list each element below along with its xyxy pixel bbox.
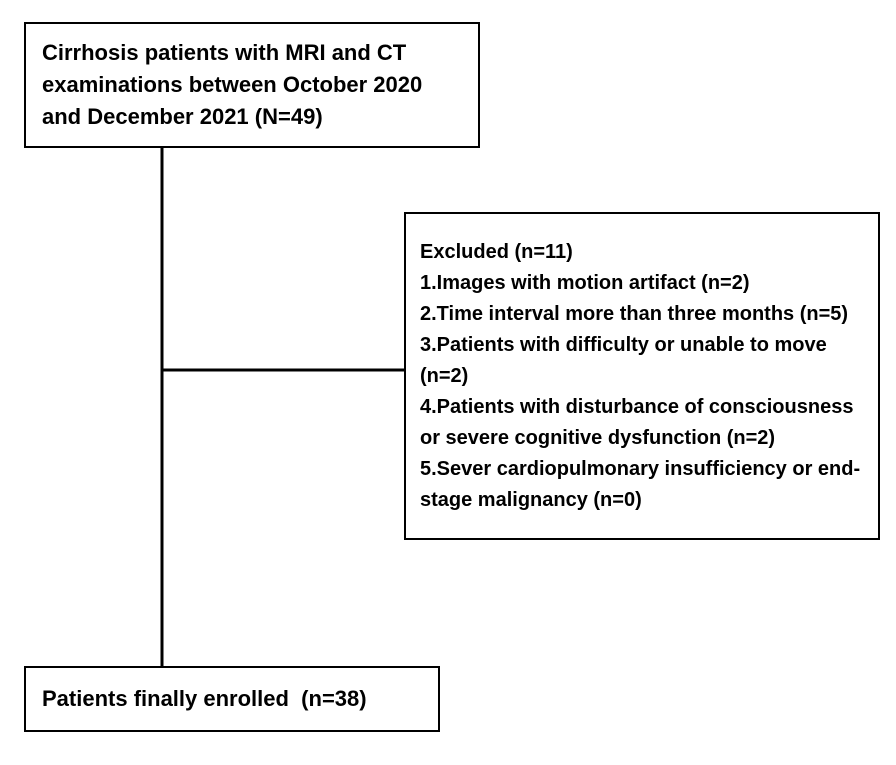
flowchart-canvas: Cirrhosis patients with MRI and CT exami…: [0, 0, 896, 765]
node-excluded-line7: or severe cognitive dysfunction (n=2): [420, 423, 866, 454]
flowchart-node-start: Cirrhosis patients with MRI and CT exami…: [24, 22, 480, 148]
node-start-line2: examinations between October 2020: [42, 69, 462, 101]
node-start-line3: and December 2021 (N=49): [42, 101, 462, 133]
node-excluded-line5: (n=2): [420, 361, 866, 392]
flowchart-node-excluded: Excluded (n=11) 1.Images with motion art…: [404, 212, 880, 540]
node-enrolled-line1: Patients finally enrolled (n=38): [42, 686, 422, 712]
flowchart-node-enrolled: Patients finally enrolled (n=38): [24, 666, 440, 732]
node-excluded-line8: 5.Sever cardiopulmonary insufficiency or…: [420, 454, 866, 485]
node-excluded-line2: 1.Images with motion artifact (n=2): [420, 268, 866, 299]
node-excluded-line9: stage malignancy (n=0): [420, 485, 866, 516]
node-excluded-line6: 4.Patients with disturbance of conscious…: [420, 392, 866, 423]
node-start-line1: Cirrhosis patients with MRI and CT: [42, 37, 462, 69]
node-excluded-line4: 3.Patients with difficulty or unable to …: [420, 330, 866, 361]
node-excluded-line3: 2.Time interval more than three months (…: [420, 299, 866, 330]
node-excluded-line1: Excluded (n=11): [420, 237, 866, 268]
